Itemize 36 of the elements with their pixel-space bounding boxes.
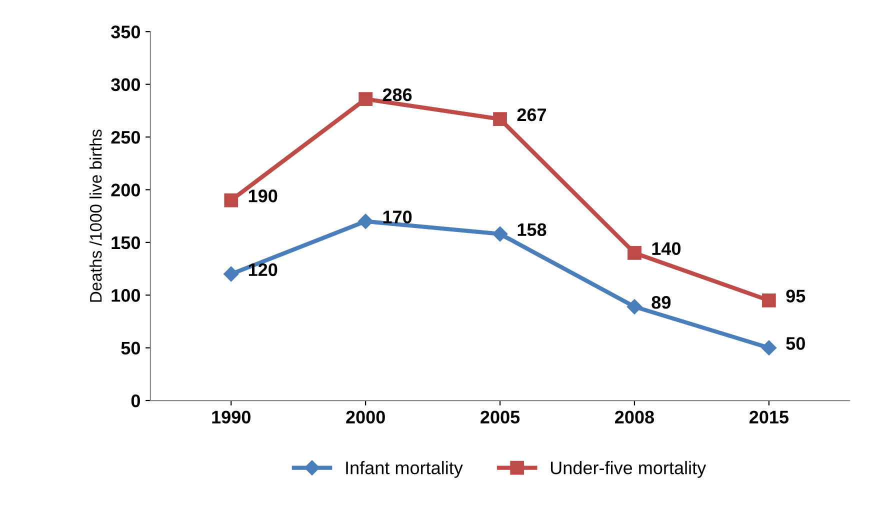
data-label: 89 [652, 296, 671, 309]
y-tick-label: 300 [111, 78, 140, 92]
point [224, 266, 239, 282]
point [358, 214, 374, 229]
y-tick-label: 100 [112, 289, 140, 302]
point [492, 226, 508, 242]
point [628, 246, 642, 260]
y-tick-label: 50 [121, 342, 140, 355]
x-tick-label: 1990 [212, 410, 250, 424]
data-label: 286 [382, 88, 412, 102]
x-tick-label: 2005 [480, 410, 520, 424]
legend-label: Under-five mortality [550, 461, 706, 478]
y-tick-label: 200 [111, 184, 140, 196]
x-tick-label: 2000 [346, 410, 385, 424]
x-tick-label: 2015 [749, 410, 789, 424]
point [761, 340, 776, 356]
data-label: 95 [786, 290, 806, 302]
point [626, 299, 642, 314]
data-label: 190 [248, 190, 278, 202]
data-label: 140 [652, 242, 681, 256]
x-tick-label: 2008 [615, 410, 654, 424]
point [224, 193, 238, 208]
data-label: 50 [786, 337, 805, 350]
point [762, 293, 776, 308]
point [358, 92, 373, 106]
y-tick-label: 350 [111, 26, 140, 38]
y-tick-label: 150 [112, 236, 140, 250]
legend-label: Infant mortality [346, 461, 463, 478]
y-tick-label: 0 [131, 394, 140, 408]
data-label: 158 [518, 223, 546, 236]
y-tick-label: 250 [111, 130, 140, 144]
point [493, 112, 507, 126]
y-axis-title: Deaths /1000 live births [90, 130, 102, 302]
data-label: 120 [248, 263, 278, 276]
data-label: 267 [517, 108, 546, 122]
data-label: 170 [383, 210, 412, 224]
